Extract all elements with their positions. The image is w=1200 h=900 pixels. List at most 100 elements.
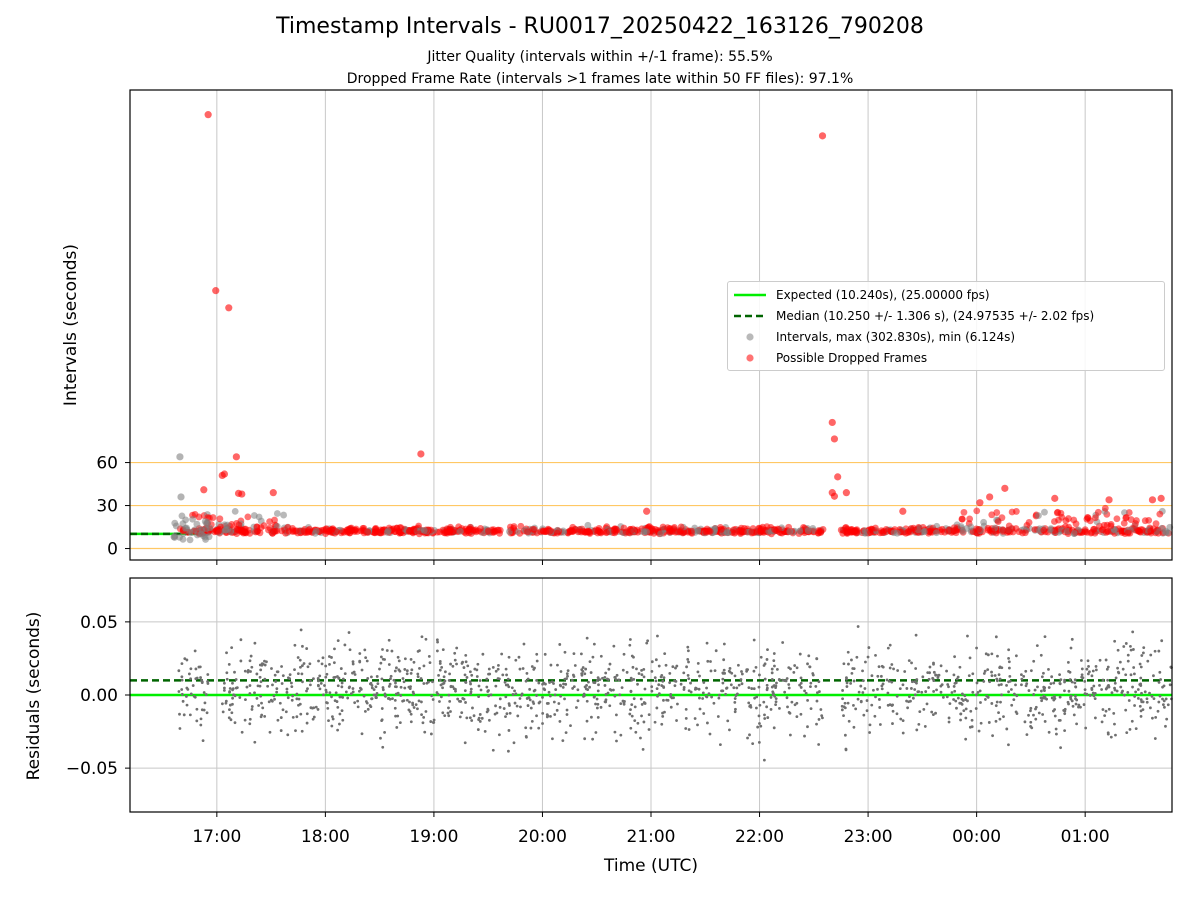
residual-point — [475, 668, 479, 672]
residual-point — [850, 672, 854, 675]
dropped-frame-point — [739, 528, 747, 536]
residual-point — [580, 672, 584, 675]
residual-point — [231, 688, 234, 692]
residual-point — [270, 699, 274, 703]
residual-point — [483, 730, 487, 733]
residual-point — [1139, 715, 1143, 718]
legend-intervals-marker-icon — [746, 333, 754, 341]
residual-point — [614, 713, 618, 717]
residual-point — [798, 683, 802, 687]
residual-point — [1035, 644, 1039, 647]
residual-point — [293, 643, 297, 647]
residual-point — [928, 665, 932, 669]
residual-point — [706, 721, 709, 725]
residual-point — [954, 681, 958, 685]
residual-point — [601, 676, 604, 680]
residual-point — [745, 668, 749, 672]
interval-point — [456, 527, 464, 535]
dropped-frame-point — [1062, 517, 1070, 525]
residual-point — [375, 692, 379, 695]
residual-point — [470, 673, 474, 677]
dropped-frame-outlier-point — [225, 304, 233, 312]
residual-point — [671, 665, 675, 669]
dropped-frame-point — [1091, 514, 1099, 522]
residual-point — [335, 700, 339, 703]
residual-point — [1106, 665, 1110, 669]
residual-point — [402, 699, 406, 703]
residual-point — [998, 677, 1002, 681]
dropped-frame-point — [1120, 519, 1128, 527]
residual-point — [557, 702, 561, 705]
interval-point — [920, 528, 928, 536]
residual-point — [879, 674, 883, 678]
residual-point — [773, 664, 776, 668]
residual-point — [541, 696, 544, 699]
residual-point — [675, 719, 678, 722]
residual-point — [704, 695, 708, 698]
residual-point — [733, 710, 737, 714]
dropped-frame-point — [273, 527, 281, 535]
residual-point — [395, 666, 398, 670]
residual-point — [360, 668, 364, 672]
residual-point — [907, 700, 911, 704]
intervals-y-tick-label: 0 — [107, 540, 118, 560]
residual-point — [698, 674, 701, 678]
residual-point — [181, 699, 185, 703]
residual-point — [695, 687, 698, 691]
residual-point — [657, 683, 661, 687]
residual-point — [1124, 708, 1128, 712]
dropped-frame-point — [705, 527, 713, 535]
residual-point — [440, 666, 444, 669]
time-x-tick-label: 17:00 — [192, 827, 241, 847]
residual-point — [1136, 696, 1140, 700]
residual-point — [469, 682, 472, 686]
interval-point — [171, 519, 179, 527]
residual-point — [351, 662, 355, 666]
dropped-frame-point — [688, 527, 695, 535]
residual-point — [337, 676, 341, 680]
residual-point — [709, 669, 713, 673]
residual-point — [1140, 654, 1144, 657]
residual-point — [770, 678, 774, 681]
residual-point — [964, 737, 968, 741]
residual-point — [781, 678, 785, 682]
interval-point — [186, 536, 194, 544]
residual-point — [199, 723, 203, 727]
residual-point — [722, 668, 726, 672]
dropped-frame-point — [877, 527, 885, 535]
residual-point — [653, 676, 657, 679]
residual-point — [461, 697, 465, 700]
intervals-y-tick-label: 30 — [96, 497, 118, 517]
residual-point — [558, 643, 562, 646]
residual-point — [572, 685, 576, 689]
residual-point — [435, 649, 439, 653]
residual-point — [609, 688, 613, 692]
residual-point — [507, 729, 511, 732]
residual-point — [507, 749, 510, 753]
residual-point — [1063, 729, 1067, 733]
residual-point — [986, 668, 990, 672]
residual-point — [422, 682, 426, 685]
residual-point — [417, 699, 421, 703]
residual-point — [1047, 667, 1050, 671]
residual-point — [684, 707, 688, 711]
residual-point — [576, 699, 580, 703]
residual-point — [405, 669, 409, 673]
residual-point — [541, 722, 544, 725]
residual-point — [336, 639, 340, 643]
residual-point — [1027, 689, 1031, 692]
residual-point — [818, 690, 821, 693]
residual-point — [348, 648, 352, 652]
residual-point — [888, 643, 892, 647]
residual-point — [328, 663, 331, 666]
residual-point — [518, 697, 522, 700]
residual-point — [585, 636, 589, 640]
residual-point — [886, 691, 890, 695]
residual-point — [412, 692, 416, 696]
legend-item-dropped: Possible Dropped Frames — [728, 348, 1164, 368]
residual-point — [1020, 673, 1023, 677]
residual-point — [395, 726, 399, 729]
dropped-frame-outlier-point — [269, 489, 277, 497]
residual-point — [1139, 676, 1143, 680]
residual-point — [464, 681, 468, 684]
